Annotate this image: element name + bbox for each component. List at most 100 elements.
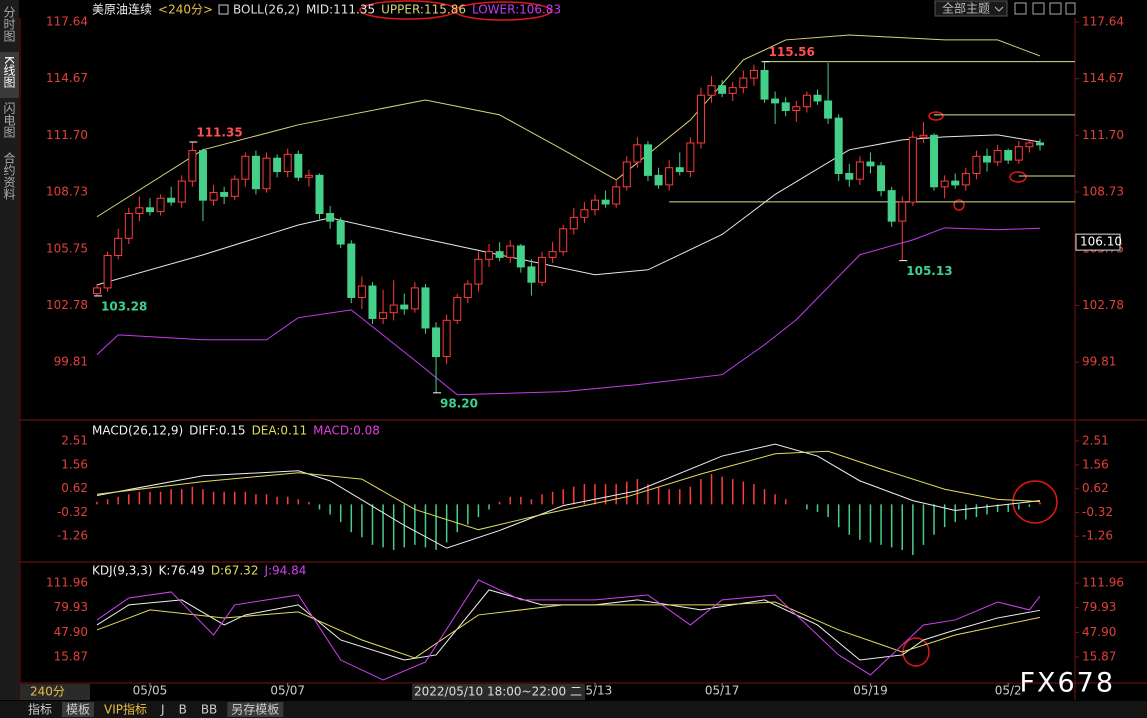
- candle-body: [389, 304, 398, 314]
- candle-body: [495, 251, 504, 258]
- legend-entry: K:76.49: [159, 564, 205, 578]
- candle-body: [654, 174, 663, 186]
- x-tick-label: 05/2: [995, 684, 1022, 698]
- sidebar-tab[interactable]: K线图: [2, 56, 16, 88]
- x-tick-label: 05/07: [270, 684, 305, 698]
- candle-body: [198, 150, 207, 201]
- y-tick-label-right: 114.67: [1082, 71, 1124, 85]
- candle-body: [241, 155, 250, 180]
- candle-body: [273, 157, 282, 173]
- candle-body: [877, 165, 886, 192]
- candle-body: [590, 199, 599, 211]
- extreme-label: 103.28: [101, 299, 147, 313]
- sidebar-tab[interactable]: 合约资料: [2, 151, 16, 200]
- candle-body: [177, 180, 186, 203]
- bottom-tab[interactable]: VIP指标: [104, 702, 147, 717]
- x-tick-label: 05/17: [705, 684, 740, 698]
- candle-body: [930, 134, 939, 188]
- panel-borders: [19, 18, 1147, 700]
- indicator-line: [96, 443, 1041, 549]
- y-tick-label-right: 47.90: [1082, 625, 1116, 639]
- bottom-tab-box: [227, 702, 284, 717]
- y-tick-label: 117.64: [46, 15, 88, 29]
- y-tick-label: 2.51: [61, 433, 88, 447]
- legend-entry: DIFF:0.15: [189, 424, 245, 438]
- candle-body: [527, 266, 536, 283]
- bottom-tab[interactable]: 指标: [28, 702, 52, 717]
- candle-body: [580, 209, 589, 218]
- sidebar-active: [0, 52, 19, 98]
- candle-body: [167, 197, 176, 203]
- candle-body: [601, 199, 610, 205]
- candle-body: [983, 155, 992, 163]
- candle-body: [898, 201, 907, 222]
- extreme-label: 98.20: [440, 396, 478, 410]
- candle-body: [643, 144, 652, 176]
- bottom-tab[interactable]: B: [179, 703, 187, 717]
- candle-body: [845, 172, 854, 180]
- dropdown-arrow: [994, 6, 1004, 12]
- candle-body: [866, 161, 875, 167]
- candle-body: [1025, 142, 1034, 148]
- candle-body: [209, 192, 218, 201]
- candle-body: [559, 228, 568, 253]
- candle-body: [940, 180, 949, 188]
- sidebar-tab[interactable]: 分时图: [2, 6, 16, 42]
- panel-title: KDJ(9,3,3): [92, 564, 153, 578]
- bottom-tab[interactable]: J: [160, 703, 165, 717]
- indicator-line: [96, 34, 1041, 218]
- candle-body: [251, 155, 260, 190]
- candle-body: [739, 77, 748, 89]
- candle-body: [135, 207, 144, 215]
- candle-body: [103, 254, 112, 289]
- candle-body: [972, 155, 981, 174]
- y-tick-label-right: 2.51: [1082, 433, 1109, 447]
- bottom-tab[interactable]: BB: [201, 703, 217, 717]
- sidebar-tab[interactable]: 闪电图: [2, 102, 16, 138]
- candle-body: [1004, 150, 1013, 161]
- y-tick-label: 111.96: [46, 575, 88, 589]
- bottom-bar: [0, 701, 1147, 718]
- watermark: FX678: [1019, 668, 1115, 699]
- bottom-tab[interactable]: 模板: [66, 703, 90, 717]
- indicator: BOLL(26,2): [233, 3, 300, 17]
- window-icons[interactable]: [1014, 2, 1076, 15]
- y-tick-label: 108.73: [46, 184, 88, 198]
- candle-body: [919, 134, 928, 138]
- candle-body: [442, 319, 451, 358]
- candle-body: [993, 150, 1002, 163]
- candle-body: [834, 117, 843, 174]
- candle-body: [718, 85, 727, 94]
- legend-entry: MID:111.35: [306, 3, 375, 17]
- candle-body: [485, 251, 494, 260]
- candle-body: [93, 287, 101, 295]
- candle-body: [304, 174, 313, 178]
- price-label: 106.10: [1080, 235, 1122, 249]
- y-tick-label: 0.62: [61, 481, 88, 495]
- theme-dropdown[interactable]: [934, 0, 1008, 17]
- period-box[interactable]: [20, 684, 90, 700]
- y-tick-label-right: 15.87: [1082, 650, 1116, 664]
- y-tick-label-right: 111.70: [1082, 128, 1124, 142]
- theme-label[interactable]: 全部主题: [942, 1, 990, 16]
- y-tick-label: 99.81: [54, 355, 88, 369]
- candle-body: [951, 180, 960, 186]
- candle-body: [368, 285, 377, 319]
- indicator-line: [96, 601, 1041, 659]
- candle-body: [230, 178, 239, 197]
- candle-body: [961, 172, 970, 186]
- legend-entry: D:67.32: [211, 564, 259, 578]
- candle-body: [326, 213, 335, 222]
- y-tick-label-right: -0.32: [1082, 505, 1113, 519]
- panel-title: MACD(26,12,9): [92, 424, 183, 438]
- bottom-tab[interactable]: 另存模板: [231, 703, 279, 717]
- period-box-label[interactable]: 240分: [30, 685, 65, 699]
- candle-body: [400, 304, 409, 310]
- sidebar: [0, 0, 19, 700]
- candle-body: [347, 243, 356, 298]
- x-tick-label: 05/05: [133, 684, 168, 698]
- candle-body: [145, 207, 154, 213]
- candle-body: [728, 87, 737, 94]
